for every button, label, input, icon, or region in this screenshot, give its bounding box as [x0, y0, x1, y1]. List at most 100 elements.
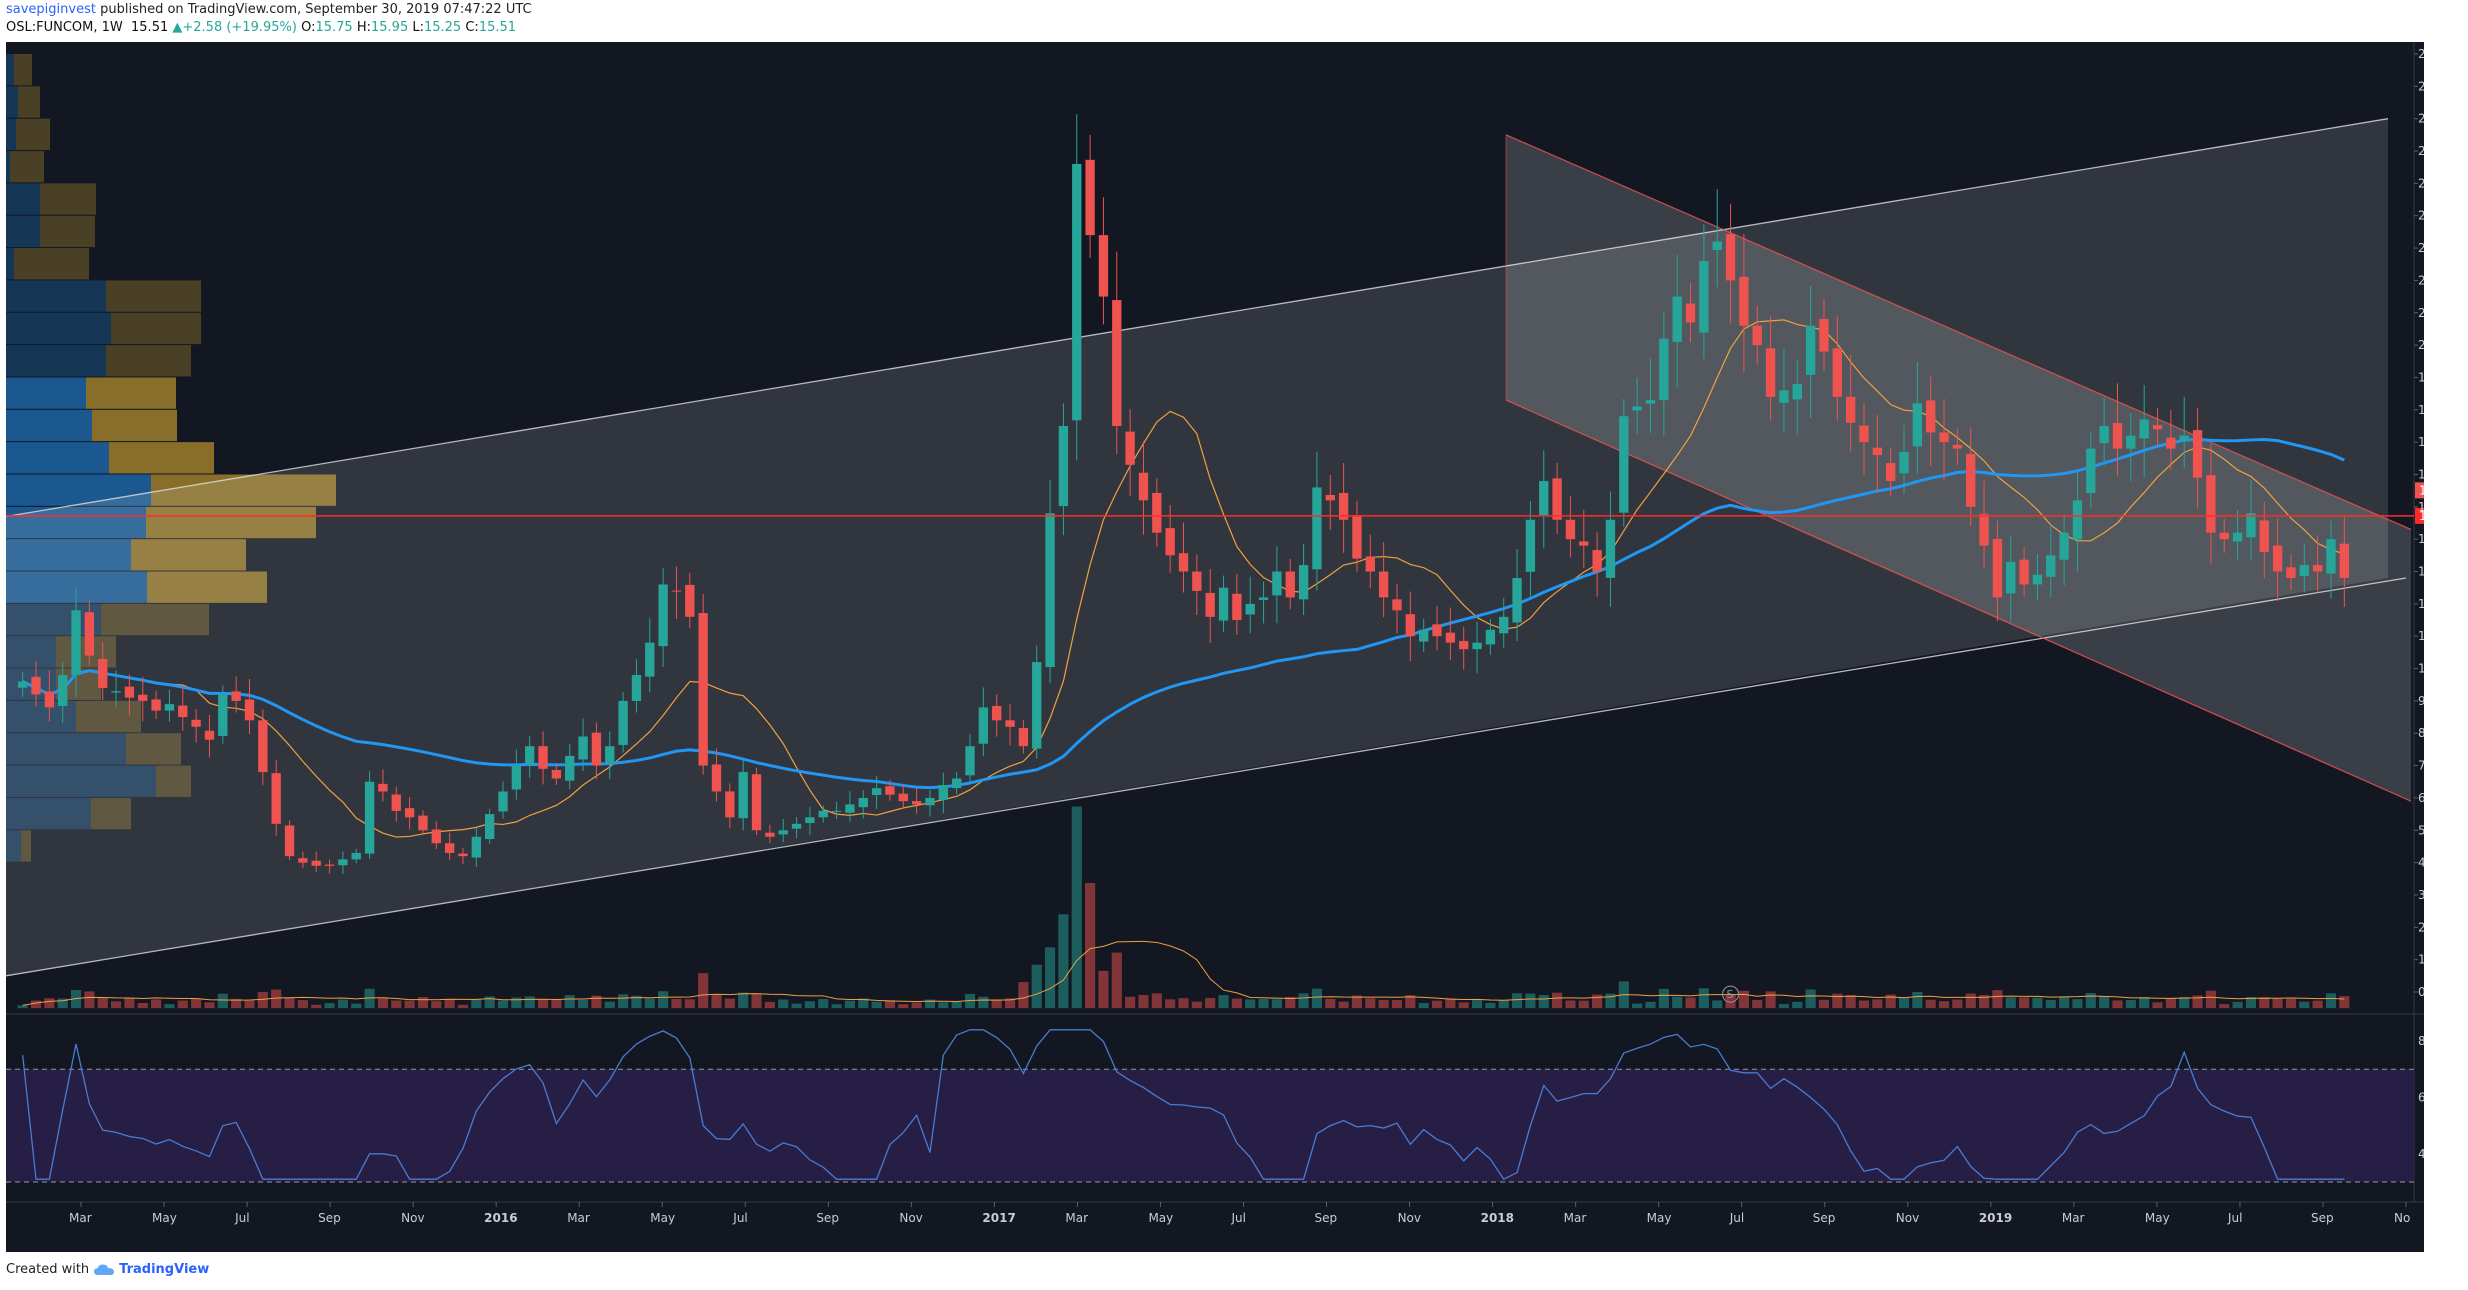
- volume-bar: [604, 1001, 615, 1009]
- candle-body: [1966, 454, 1976, 507]
- price-tick-label: 7.00: [2418, 759, 2424, 773]
- volume-bar: [978, 996, 989, 1009]
- volume-bar: [1178, 998, 1189, 1009]
- candle-body: [244, 699, 255, 721]
- candle-body: [2099, 425, 2109, 444]
- candle-body: [1472, 642, 1482, 650]
- candle-body: [925, 797, 935, 806]
- candle-body: [1579, 541, 1589, 546]
- channel-drawings: [5, 118, 2412, 977]
- candle-body: [2299, 565, 2309, 576]
- candle-body: [471, 836, 481, 858]
- volume-bar: [1098, 970, 1109, 1009]
- volume-bar: [1018, 982, 1029, 1009]
- volume-bar: [1979, 994, 1990, 1009]
- vp-down-bar: [40, 215, 95, 248]
- candle-body: [631, 675, 642, 701]
- volume-bar: [1191, 1001, 1202, 1009]
- high-label: H:: [356, 20, 371, 35]
- candle-body: [1685, 303, 1696, 323]
- rsi-tick-label: 40.00: [2418, 1147, 2424, 1161]
- candle-body: [1098, 235, 1109, 297]
- volume-bar: [1058, 914, 1069, 1009]
- candle-body: [498, 791, 508, 812]
- volume-bar: [297, 1000, 308, 1009]
- candle-body: [1752, 325, 1762, 346]
- price-tick-label: 17.00: [2418, 435, 2424, 449]
- volume-bar: [884, 1000, 896, 1009]
- volume-bar: [2192, 995, 2203, 1009]
- volume-bar: [2099, 996, 2110, 1009]
- candle-body: [2232, 532, 2243, 542]
- candle-body: [231, 691, 241, 701]
- volume-bar: [124, 998, 135, 1009]
- candle-body: [858, 797, 868, 808]
- descending-channel-fill: [1506, 134, 2411, 802]
- volume-bar: [1338, 1001, 1349, 1009]
- volume-bar: [2112, 1000, 2123, 1009]
- candle-body: [98, 658, 108, 688]
- candle-body: [1445, 632, 1456, 643]
- candle-body: [1539, 480, 1549, 516]
- candle-body: [2166, 437, 2176, 449]
- volume-profile: [6, 54, 336, 862]
- rsi-pane: [6, 1029, 2414, 1183]
- candle-body: [1899, 451, 1909, 474]
- vp-down-bar: [10, 151, 44, 183]
- volume-bar: [1832, 993, 1843, 1009]
- open-value: 15.75: [315, 20, 353, 35]
- volume-bar: [1231, 998, 1242, 1009]
- volume-bar: [511, 997, 522, 1009]
- candle-body: [1218, 587, 1229, 621]
- chart-area[interactable]: 15.5114.72S 29.0028.0027.0026.0025.0024.…: [5, 42, 2459, 1252]
- candle-body: [1285, 571, 1295, 598]
- descending-channel-upper: [1505, 134, 2412, 531]
- volume-bar: [1672, 996, 1683, 1009]
- candle-body: [1245, 603, 1255, 615]
- volume-bar: [1658, 988, 1669, 1009]
- price-chart[interactable]: 15.5114.72S 29.0028.0027.0026.0025.0024.…: [5, 42, 2459, 1252]
- volume-bar: [217, 993, 228, 1009]
- candle-body: [1739, 276, 1749, 326]
- event-marker: S: [1722, 985, 1740, 1003]
- symbol-label: OSL:FUNCOM, 1W: [6, 20, 123, 35]
- vp-up-bar: [6, 215, 40, 248]
- volume-bar: [1765, 991, 1776, 1009]
- volume-bar: [2032, 997, 2043, 1009]
- candle-body: [952, 778, 962, 789]
- volume-bar: [2325, 993, 2337, 1009]
- candle-body: [1112, 300, 1122, 426]
- volume-bar: [57, 998, 68, 1009]
- vp-up-bar: [6, 733, 126, 765]
- volume-bar: [97, 997, 108, 1009]
- candle-body: [164, 704, 175, 711]
- price-tick-label: 25.00: [2418, 176, 2424, 190]
- price-tick-label: 12.00: [2418, 597, 2424, 611]
- volume-bar: [191, 998, 202, 1009]
- candle-body: [138, 694, 148, 701]
- tradingview-cloud-icon: [94, 1264, 115, 1275]
- ascending-channel-fill: [6, 118, 2388, 976]
- candle-body: [845, 804, 855, 813]
- volume-bar: [951, 1001, 962, 1009]
- candle-body: [1632, 406, 1642, 411]
- author-link[interactable]: savepiginvest: [6, 2, 96, 17]
- volume-bar: [644, 998, 655, 1009]
- event-marker-label: S: [1727, 988, 1734, 1001]
- volume-bar: [30, 1000, 42, 1009]
- candle-body: [818, 810, 828, 818]
- vp-up-bar: [6, 830, 21, 862]
- price-tick-label: 5.00: [2418, 823, 2424, 837]
- tradingview-logo-text[interactable]: TradingView: [119, 1262, 210, 1277]
- volume-bar: [2165, 998, 2176, 1009]
- time-tick-label: Nov: [1398, 1211, 1421, 1225]
- candle-body: [1859, 425, 1869, 443]
- candle-body: [1886, 463, 1896, 481]
- created-with-text: Created with: [6, 1262, 90, 1277]
- volume-bar: [284, 997, 295, 1009]
- price-tick-label: 22.00: [2418, 273, 2424, 287]
- candle-body: [938, 784, 948, 800]
- volume-bar: [2179, 997, 2190, 1009]
- volume-bar: [631, 995, 642, 1009]
- volume-bar: [431, 1001, 442, 1009]
